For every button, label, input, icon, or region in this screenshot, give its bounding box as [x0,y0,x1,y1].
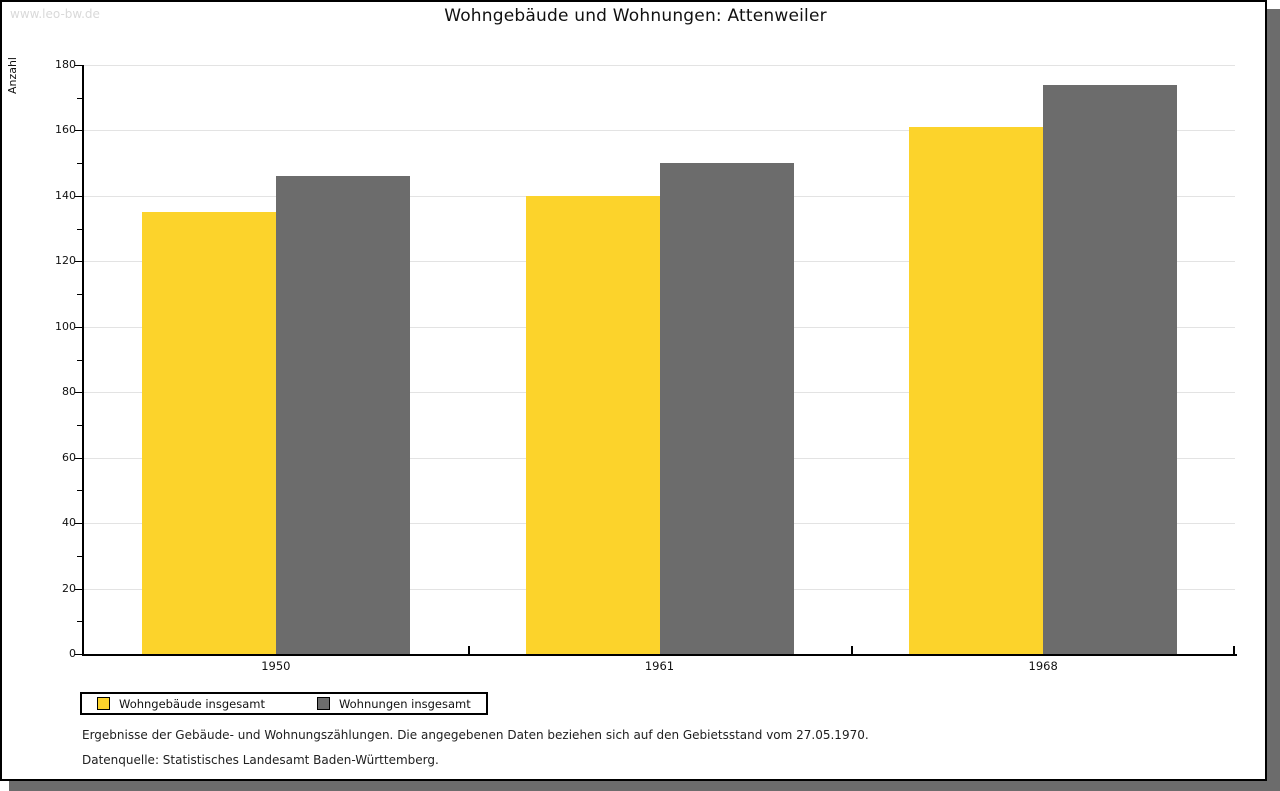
bar-group-1961 [468,65,852,654]
y-minor-tick-90 [77,360,82,361]
y-tick-label-20: 20 [62,582,76,595]
y-tick-label-60: 60 [62,451,76,464]
y-tick-label-100: 100 [55,320,76,333]
y-tick-label-140: 140 [55,189,76,202]
x-axis-line [82,654,1237,656]
gridline-y-180 [84,65,1235,66]
bar-groups [84,65,1235,654]
bar-1968-wohnungen-insgesamt [1043,85,1178,654]
category-boundary-tick-1 [468,646,470,654]
legend-swatch [316,697,330,710]
frame-shadow-bottom [9,781,1280,791]
category-boundary-tick-2 [851,646,853,654]
footnote-line-1: Ergebnisse der Gebäude- und Wohnungszähl… [82,728,869,742]
watermark-url: www.leo-bw.de [10,7,100,21]
y-tick-label-180: 180 [55,58,76,71]
frame-shadow-right [1267,9,1280,791]
legend-item: Wohngebäude insgesamt [97,697,265,711]
bar-1950-wohngebäude-insgesamt [141,212,276,654]
y-axis-line [82,65,84,656]
y-axis-label: Anzahl [6,57,19,95]
y-major-tick-140 [75,196,82,197]
footnote-line-2: Datenquelle: Statistisches Landesamt Bad… [82,753,439,767]
y-minor-tick-130 [77,229,82,230]
y-tick-label-80: 80 [62,385,76,398]
y-major-tick-80 [75,392,82,393]
y-major-tick-40 [75,523,82,524]
x-tick-label-1961: 1961 [644,659,675,673]
legend-label: Wohngebäude insgesamt [119,696,265,711]
y-tick-label-120: 120 [55,254,76,267]
x-tick-label-1950: 1950 [261,659,291,673]
chart-frame: www.leo-bw.de Wohngebäude und Wohnungen:… [0,0,1267,781]
y-major-tick-160 [75,130,82,131]
bar-group-1968 [851,65,1235,654]
category-boundary-tick-3 [1233,646,1235,654]
x-axis-labels: 1950 1961 1968 [84,659,1235,673]
bar-1961-wohngebäude-insgesamt [525,196,660,654]
y-major-tick-120 [75,261,82,262]
chart-title: Wohngebäude und Wohnungen: Attenweiler [444,6,827,26]
y-tick-label-160: 160 [55,123,76,136]
y-minor-tick-50 [77,490,82,491]
y-major-tick-0 [75,654,82,655]
y-minor-tick-110 [77,294,82,295]
bar-1961-wohnungen-insgesamt [659,163,794,654]
y-minor-tick-10 [77,621,82,622]
bar-1950-wohnungen-insgesamt [275,176,410,654]
y-major-tick-60 [75,458,82,459]
y-minor-tick-170 [77,98,82,99]
bar-1968-wohngebäude-insgesamt [909,127,1044,654]
legend-item: Wohnungen insgesamt [316,696,471,711]
bar-group-1950 [84,65,468,654]
y-minor-tick-150 [77,163,82,164]
plot-area [84,65,1235,654]
legend-swatch [97,697,110,710]
y-major-tick-20 [75,589,82,590]
y-tick-label-0: 0 [69,647,76,660]
y-tick-label-40: 40 [62,516,76,529]
y-minor-tick-70 [77,425,82,426]
x-tick-label-1968: 1968 [1028,659,1058,673]
gridline-y-160 [84,130,1235,131]
legend-label: Wohnungen insgesamt [338,696,471,711]
y-major-tick-180 [75,65,82,66]
y-minor-tick-30 [77,556,82,557]
legend-box: Wohngebäude insgesamt Wohnungen insgesamt [80,692,488,715]
y-major-tick-100 [75,327,82,328]
